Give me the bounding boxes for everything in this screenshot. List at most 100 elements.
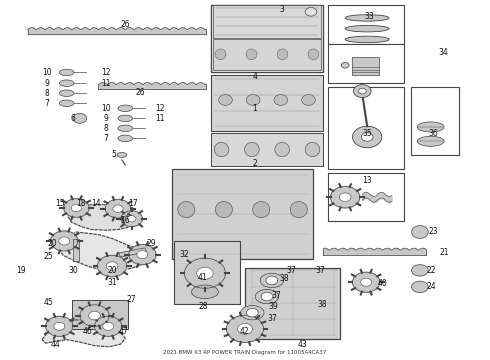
Bar: [174, 241, 240, 304]
Bar: [213, 5, 321, 39]
Ellipse shape: [246, 95, 260, 105]
Text: 31: 31: [107, 278, 117, 287]
Polygon shape: [42, 320, 125, 347]
Ellipse shape: [215, 49, 226, 60]
Circle shape: [339, 193, 351, 202]
Ellipse shape: [178, 202, 195, 218]
Bar: [328, 87, 404, 169]
Ellipse shape: [118, 135, 133, 141]
Circle shape: [246, 309, 258, 317]
Ellipse shape: [215, 202, 232, 218]
Text: 27: 27: [127, 294, 136, 303]
Text: 14: 14: [91, 199, 101, 208]
Polygon shape: [98, 255, 127, 277]
Ellipse shape: [118, 125, 133, 132]
Text: 1: 1: [252, 104, 257, 113]
Ellipse shape: [59, 90, 74, 96]
Polygon shape: [105, 199, 131, 218]
Ellipse shape: [417, 122, 444, 132]
Ellipse shape: [277, 49, 288, 60]
Bar: [119, 248, 147, 257]
Ellipse shape: [192, 285, 219, 299]
Text: 30: 30: [68, 266, 78, 275]
Polygon shape: [64, 199, 89, 217]
Text: 25: 25: [44, 252, 53, 261]
Circle shape: [103, 322, 114, 330]
Text: 32: 32: [179, 250, 189, 259]
Circle shape: [59, 237, 70, 245]
Text: 39: 39: [269, 302, 278, 311]
Circle shape: [137, 251, 148, 258]
Circle shape: [341, 62, 349, 68]
Text: 43: 43: [298, 340, 308, 349]
Ellipse shape: [308, 49, 319, 60]
Circle shape: [361, 133, 373, 141]
Ellipse shape: [59, 69, 74, 76]
Text: 17: 17: [128, 199, 137, 208]
Circle shape: [113, 205, 123, 212]
Text: 18: 18: [76, 199, 86, 208]
Circle shape: [72, 204, 81, 212]
Circle shape: [106, 262, 118, 270]
Ellipse shape: [290, 202, 307, 218]
Ellipse shape: [219, 95, 232, 105]
Polygon shape: [331, 186, 360, 208]
Text: 44: 44: [50, 340, 60, 349]
Text: 41: 41: [197, 273, 207, 282]
Text: 46: 46: [83, 327, 93, 336]
Text: 23: 23: [428, 228, 438, 237]
Text: 22: 22: [427, 266, 436, 275]
Text: 6: 6: [71, 114, 75, 123]
Text: 3: 3: [279, 5, 284, 14]
Text: 33: 33: [365, 12, 374, 21]
Circle shape: [358, 88, 366, 94]
Polygon shape: [58, 232, 152, 271]
Ellipse shape: [345, 15, 389, 21]
Ellipse shape: [241, 306, 264, 320]
Text: 40: 40: [378, 279, 388, 288]
Text: 47: 47: [119, 327, 129, 336]
Bar: [328, 44, 404, 83]
Text: 20: 20: [107, 266, 117, 275]
Ellipse shape: [117, 152, 127, 157]
Text: 19: 19: [16, 266, 26, 275]
Circle shape: [54, 322, 65, 330]
Polygon shape: [226, 315, 264, 342]
Circle shape: [89, 311, 100, 320]
Ellipse shape: [253, 202, 270, 218]
Text: 2: 2: [252, 159, 257, 168]
Ellipse shape: [412, 265, 428, 276]
Bar: [211, 75, 323, 131]
Text: 13: 13: [362, 176, 372, 185]
Text: 4: 4: [252, 72, 257, 81]
Text: 7: 7: [103, 134, 108, 143]
Ellipse shape: [345, 36, 389, 42]
Text: 8: 8: [103, 124, 108, 133]
Bar: [328, 173, 404, 221]
Bar: [211, 134, 323, 166]
Polygon shape: [50, 231, 78, 251]
Text: 9: 9: [103, 114, 108, 123]
Bar: [328, 5, 404, 44]
Circle shape: [266, 276, 278, 285]
Bar: [73, 239, 79, 261]
Ellipse shape: [260, 273, 284, 288]
Text: 37: 37: [316, 266, 326, 275]
Polygon shape: [95, 316, 122, 336]
Circle shape: [361, 278, 371, 286]
Text: 37: 37: [267, 314, 277, 323]
Ellipse shape: [275, 142, 290, 157]
Text: 11: 11: [155, 114, 164, 123]
Text: 26: 26: [121, 19, 130, 28]
Bar: [72, 300, 128, 329]
Ellipse shape: [118, 115, 133, 122]
Text: 42: 42: [239, 327, 249, 336]
Polygon shape: [46, 316, 73, 336]
Bar: [172, 169, 314, 259]
Text: 38: 38: [318, 300, 327, 309]
Ellipse shape: [214, 142, 229, 157]
Polygon shape: [80, 305, 109, 326]
Text: 8: 8: [45, 89, 49, 98]
Text: 12: 12: [101, 68, 111, 77]
Text: 10: 10: [42, 68, 52, 77]
